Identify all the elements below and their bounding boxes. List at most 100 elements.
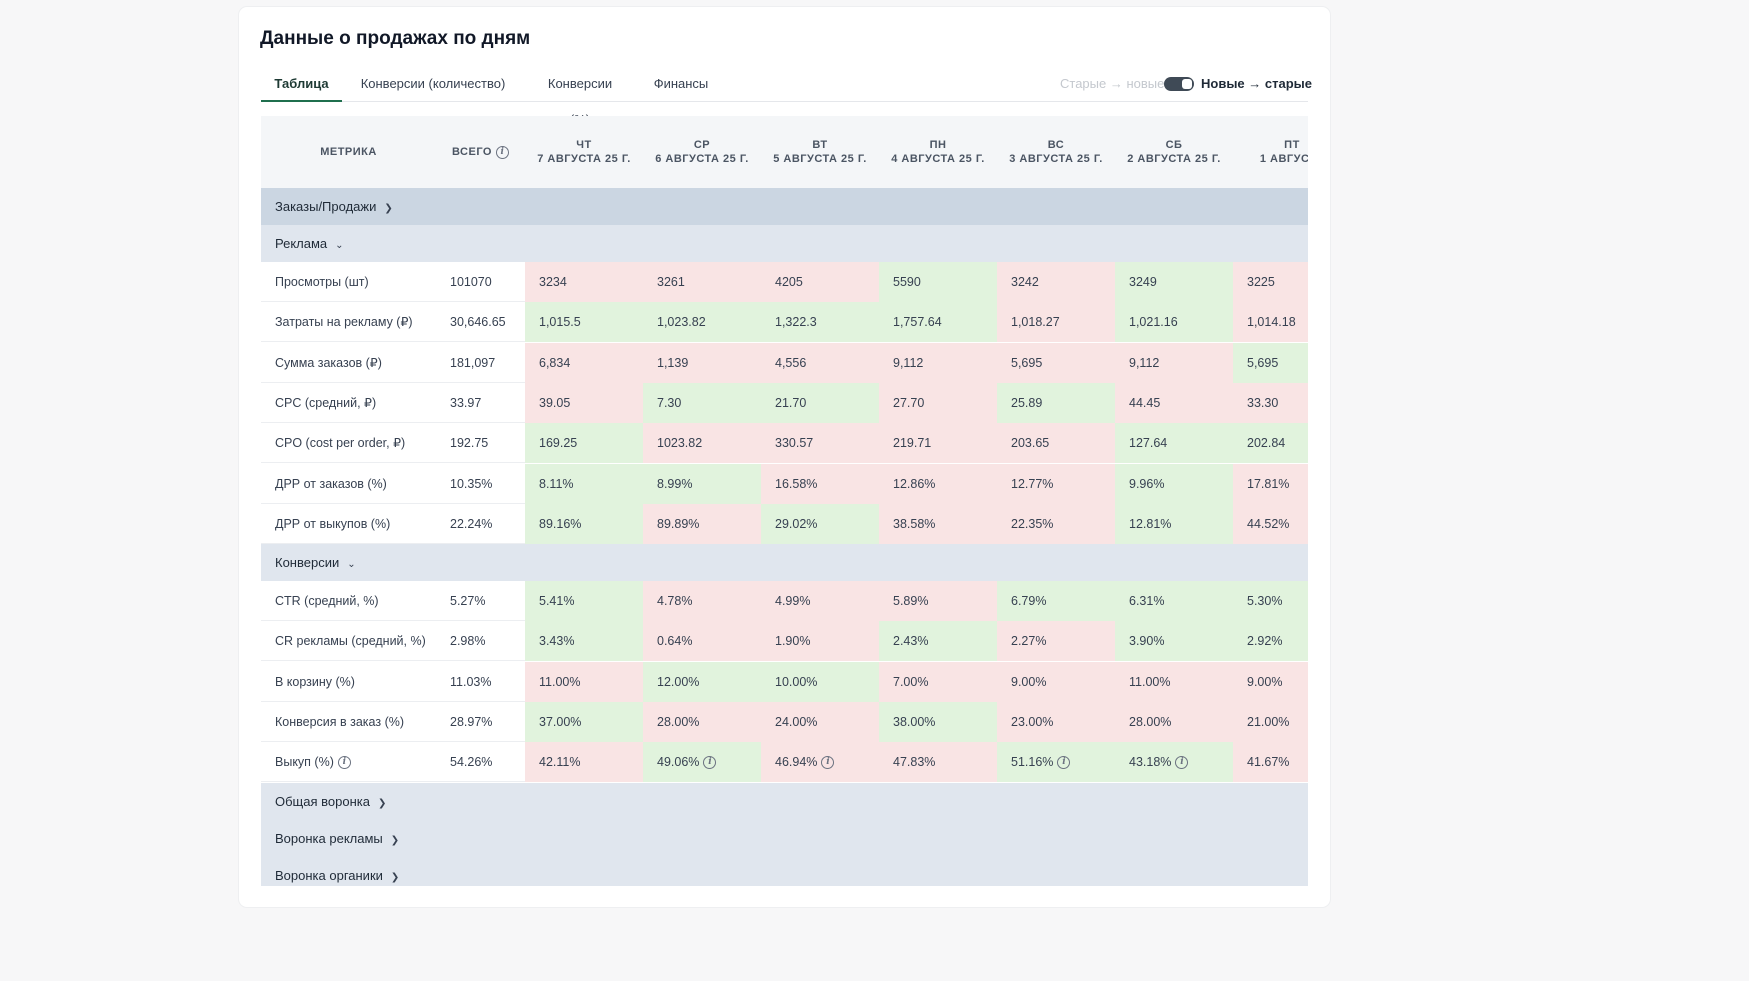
metric-label: CR рекламы (средний, %) <box>261 621 436 661</box>
header-date: 3 АВГУСТА 25 Г. <box>1009 153 1103 165</box>
metric-day-value: 5,695 <box>1233 342 1308 383</box>
metric-day-value-text: 39.05 <box>539 395 571 410</box>
metric-label-text: Выкуп (%) <box>275 755 334 770</box>
metric-day-value: 10.00% <box>761 661 879 702</box>
metric-day-value: 9,112 <box>879 342 997 383</box>
section-funnel-ads[interactable]: Воронка рекламы ❯ <box>261 820 1308 857</box>
metric-label: В корзину (%) <box>261 662 436 702</box>
metric-day-value-text: 1,757.64 <box>893 315 942 330</box>
metric-day-value-text: 1.90% <box>775 634 811 649</box>
metric-day-value: 1.90% <box>761 621 879 662</box>
info-icon[interactable]: i <box>337 756 351 770</box>
info-icon[interactable]: i <box>1057 756 1071 770</box>
info-icon[interactable]: i <box>1175 756 1189 770</box>
metric-day-value: 21.70 <box>761 382 879 423</box>
metric-day-value-text: 12.86% <box>893 476 936 491</box>
info-icon[interactable]: i <box>703 756 717 770</box>
tab-table[interactable]: Таблица <box>261 66 342 102</box>
section-funnel-organic[interactable]: Воронка органики ❯ <box>261 857 1308 886</box>
header-day-of-week: ЧТ <box>576 139 592 151</box>
metric-day-value-text: 2.92% <box>1247 634 1283 649</box>
chevron-right-icon: ❯ <box>377 798 387 809</box>
metric-day-value-text: 127.64 <box>1129 436 1168 451</box>
metric-day-value-text: 5.30% <box>1247 594 1283 608</box>
metric-day-value-text: 12.77% <box>1011 476 1054 491</box>
metric-total: 2.98% <box>450 634 486 649</box>
metric-day-value-text: 44.52% <box>1247 516 1290 531</box>
metric-day-value-text: 4.99% <box>775 594 811 608</box>
metric-day-value-text: 11.00% <box>539 674 581 689</box>
metric-day-value-text: 5,695 <box>1247 355 1279 370</box>
metric-total: 181,097 <box>450 355 496 370</box>
sort-toggle[interactable] <box>1164 77 1194 91</box>
metric-day-value-text: 9.00% <box>1247 674 1283 689</box>
metric-day-value-text: 12.00% <box>657 674 700 689</box>
metric-day-value-text: 22.35% <box>1011 516 1054 531</box>
metric-day-value: 3.90% <box>1115 621 1233 662</box>
metric-label: CPO (cost per order, ₽) <box>261 423 436 463</box>
metric-day-value-text: 24.00% <box>775 714 818 729</box>
table-header: МЕТРИКА ВСЕГО i ЧТ 7 АВГУСТА 25 Г. СР 6 АВГУ… <box>261 116 1308 188</box>
info-icon[interactable]: i <box>821 756 835 770</box>
metric-day-value-text: 0.64% <box>657 634 693 649</box>
metric-day-value-text: 41.67% <box>1247 755 1290 770</box>
metric-day-value: 11.00% <box>525 661 643 702</box>
metric-label: Конверсия в заказ (%) <box>261 702 436 742</box>
tab-conversions-count[interactable]: Конверсии (количество) <box>360 76 506 91</box>
sort-new-to-old-label[interactable]: Новые → старые <box>1201 76 1312 91</box>
metric-day-value-text: 16.58% <box>775 476 818 491</box>
metric-day-value: 12.81% <box>1115 503 1233 544</box>
header-day-of-week: СР <box>693 139 711 151</box>
metric-day-value: 16.58% <box>761 463 879 504</box>
metric-day-value-text: 2.27% <box>1011 634 1047 649</box>
metric-day-value: 49.06% i <box>643 742 761 783</box>
metric-day-value: 46.94% i <box>761 742 879 783</box>
metric-day-value-text: 23.00% <box>1011 714 1054 729</box>
header-day-of-week: СБ <box>1165 139 1183 151</box>
metric-day-value-text: 89.16% <box>539 516 582 531</box>
table-row: Выкуп (%) i 54.26% 42.11% 49.06% i 46.94% i 47.8… <box>261 742 1308 783</box>
metric-day-value-text: 25.89 <box>1011 395 1043 410</box>
table-row: CR рекламы (средний, %) 2.98% 3.43% 0.64% 1.… <box>261 621 1308 662</box>
table-row: Конверсия в заказ (%) 28.97% 37.00% 28.00% 2… <box>261 701 1308 742</box>
info-icon[interactable]: i <box>495 145 509 159</box>
metric-day-value-text: 17.81% <box>1247 476 1290 491</box>
sort-old-to-new-label[interactable]: Старые → новые <box>1060 76 1165 91</box>
metric-day-value-text: 3.90% <box>1129 634 1165 649</box>
section-conversions[interactable]: Конверсии ⌄ <box>261 544 1308 581</box>
section-ads[interactable]: Реклама ⌄ <box>261 225 1308 262</box>
table-row: ДРР от выкупов (%) 22.24% 89.16% 89.89% 29.0… <box>261 503 1308 544</box>
metric-day-value-text: 44.45 <box>1129 395 1161 410</box>
metric-day-value-text: 6.31% <box>1129 594 1165 608</box>
metric-day-value: 24.00% <box>761 701 879 742</box>
page-title: Данные о продажах по дням <box>260 28 531 49</box>
metric-day-value: 38.58% <box>879 503 997 544</box>
metric-day-value-text: 21.00% <box>1247 714 1290 729</box>
section-orders[interactable]: Заказы/Продажи ❯ <box>261 188 1308 225</box>
metric-label-text: ДРР от заказов (%) <box>275 476 387 491</box>
metric-day-value: 39.05 <box>525 382 643 423</box>
metric-day-value-text: 12.81% <box>1129 516 1172 531</box>
metric-day-value-text: 8.99% <box>657 476 693 491</box>
section-funnel-total[interactable]: Общая воронка ❯ <box>261 783 1308 820</box>
metric-label-text: Просмотры (шт) <box>275 275 369 289</box>
metric-day-value-text: 89.89% <box>657 516 700 531</box>
metric-total: 22.24% <box>450 516 493 531</box>
tab-finance[interactable]: Финансы <box>653 76 709 91</box>
metric-day-value: 3242 <box>997 262 1115 302</box>
metric-label: ДРР от заказов (%) <box>261 464 436 504</box>
metric-day-value: 5590 <box>879 262 997 302</box>
metric-day-value: 47.83% <box>879 742 997 783</box>
daily-sales-table: МЕТРИКА ВСЕГО i ЧТ 7 АВГУСТА 25 Г. СР 6 АВГУ… <box>261 116 1308 886</box>
metric-label-text: CR рекламы (средний, %) <box>275 634 426 649</box>
metric-day-value: 1,757.64 <box>879 302 997 343</box>
section-funnel-ads-label: Воронка рекламы <box>275 831 383 846</box>
section-orders-label: Заказы/Продажи <box>275 199 377 214</box>
metric-day-value-text: 6.79% <box>1011 594 1047 608</box>
metric-day-value: 17.81% <box>1233 463 1308 504</box>
header-total: ВСЕГО i <box>436 116 525 188</box>
table-row: Затраты на рекламу (₽) 30,646.65 1,015.5 1,… <box>261 302 1308 343</box>
header-date: 4 АВГУСТА 25 Г. <box>891 153 985 165</box>
metric-label: Просмотры (шт) <box>261 262 436 302</box>
tab-conversions-percent[interactable]: Конверсии (%) <box>547 76 613 127</box>
